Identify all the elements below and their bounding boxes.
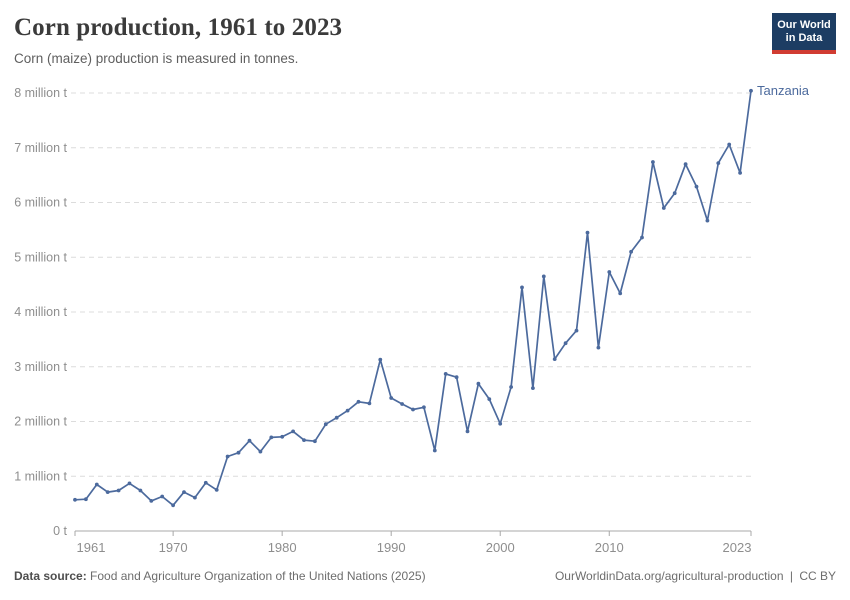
chart-subtitle: Corn (maize) production is measured in t… — [14, 51, 299, 66]
data-point[interactable] — [629, 249, 633, 254]
footer-separator: | — [789, 569, 793, 583]
x-axis-label: 1961 — [77, 540, 106, 555]
y-axis-label: 3 million t — [14, 360, 67, 374]
footer: Data source: Food and Agriculture Organi… — [14, 569, 836, 583]
footer-links: OurWorldinData.org/agricultural-producti… — [555, 569, 836, 583]
data-point[interactable] — [236, 450, 241, 455]
data-point[interactable] — [313, 439, 317, 444]
data-point[interactable] — [552, 357, 557, 361]
data-point[interactable] — [302, 438, 306, 442]
data-point[interactable] — [596, 345, 601, 350]
data-point[interactable] — [291, 429, 295, 434]
x-axis-label: 1970 — [159, 540, 188, 555]
data-point[interactable] — [356, 399, 361, 404]
owid-logo-text: Our World in Data — [772, 13, 836, 50]
data-point[interactable] — [411, 407, 415, 412]
data-point[interactable] — [214, 488, 219, 492]
y-axis-label: 6 million t — [14, 196, 67, 210]
data-point[interactable] — [705, 218, 710, 223]
data-point[interactable] — [607, 270, 612, 274]
data-point[interactable] — [138, 488, 143, 493]
data-point[interactable] — [84, 497, 88, 502]
data-point[interactable] — [487, 397, 492, 401]
x-axis-label: 2000 — [486, 540, 515, 555]
data-source-label: Data source: — [14, 569, 87, 583]
data-source-text: Food and Agriculture Organization of the… — [90, 569, 426, 583]
data-point[interactable] — [476, 381, 481, 386]
data-source: Data source: Food and Agriculture Organi… — [14, 569, 426, 583]
data-point[interactable] — [432, 448, 437, 453]
data-point[interactable] — [672, 191, 677, 196]
y-axis-label: 5 million t — [14, 250, 67, 264]
data-point[interactable] — [738, 171, 742, 175]
x-axis-label: 2023 — [723, 540, 752, 555]
data-point[interactable] — [367, 401, 372, 406]
data-point[interactable] — [422, 405, 426, 410]
data-point[interactable] — [323, 422, 328, 427]
data-point[interactable] — [334, 415, 339, 420]
data-point[interactable] — [389, 396, 394, 400]
data-point[interactable] — [269, 435, 274, 440]
logo-red-bar — [772, 50, 836, 54]
data-point[interactable] — [247, 438, 252, 443]
series-line-tanzania[interactable] — [74, 89, 752, 507]
y-axis-label: 4 million t — [14, 305, 67, 319]
data-point[interactable] — [509, 385, 513, 389]
data-point[interactable] — [661, 206, 666, 210]
data-point[interactable] — [465, 429, 470, 434]
data-point[interactable] — [716, 161, 721, 166]
data-point[interactable] — [651, 160, 655, 164]
data-point[interactable] — [73, 497, 77, 502]
data-point[interactable] — [749, 88, 753, 93]
series-label-tanzania[interactable]: Tanzania — [757, 83, 810, 98]
data-point[interactable] — [563, 341, 568, 346]
data-point[interactable] — [498, 421, 503, 426]
data-point[interactable] — [400, 402, 404, 406]
owid-logo[interactable]: Our World in Data — [772, 13, 836, 54]
data-point[interactable] — [541, 274, 546, 279]
data-point[interactable] — [378, 357, 383, 362]
data-point[interactable] — [149, 499, 154, 503]
y-axis-label: 1 million t — [14, 469, 67, 483]
x-axis-label: 1980 — [268, 540, 297, 555]
data-point[interactable] — [640, 235, 644, 240]
data-point[interactable] — [280, 434, 285, 439]
y-axis-label: 2 million t — [14, 415, 67, 429]
data-point[interactable] — [443, 372, 448, 376]
data-point[interactable] — [520, 285, 524, 290]
data-point[interactable] — [531, 386, 535, 390]
footer-license-link[interactable]: CC BY — [799, 569, 836, 583]
data-point[interactable] — [193, 495, 197, 500]
footer-link[interactable]: OurWorldinData.org/agricultural-producti… — [554, 569, 784, 583]
y-axis-label: 7 million t — [14, 141, 67, 155]
data-point[interactable] — [116, 488, 121, 493]
x-axis-label: 2010 — [595, 540, 624, 555]
data-point[interactable] — [127, 481, 132, 486]
data-point[interactable] — [258, 449, 263, 454]
data-point[interactable] — [585, 230, 590, 235]
data-point[interactable] — [345, 408, 350, 413]
data-point[interactable] — [105, 490, 110, 494]
y-axis-label: 8 million t — [14, 86, 67, 100]
data-point[interactable] — [454, 375, 459, 380]
x-axis-label: 1990 — [377, 540, 406, 555]
data-point[interactable] — [618, 291, 623, 296]
data-point[interactable] — [182, 490, 186, 494]
page-title: Corn production, 1961 to 2023 — [14, 14, 343, 41]
data-point[interactable] — [171, 503, 176, 508]
data-point[interactable] — [225, 454, 230, 459]
data-point[interactable] — [574, 328, 579, 333]
owid-logo-line1: Our World — [777, 18, 831, 31]
y-axis-label: 0 t — [53, 524, 67, 538]
data-point[interactable] — [160, 494, 165, 499]
data-point[interactable] — [94, 482, 99, 487]
data-point[interactable] — [727, 142, 732, 147]
owid-logo-line2: in Data — [785, 31, 823, 44]
data-point[interactable] — [203, 480, 208, 485]
data-point[interactable] — [694, 184, 699, 189]
data-point[interactable] — [683, 162, 688, 167]
